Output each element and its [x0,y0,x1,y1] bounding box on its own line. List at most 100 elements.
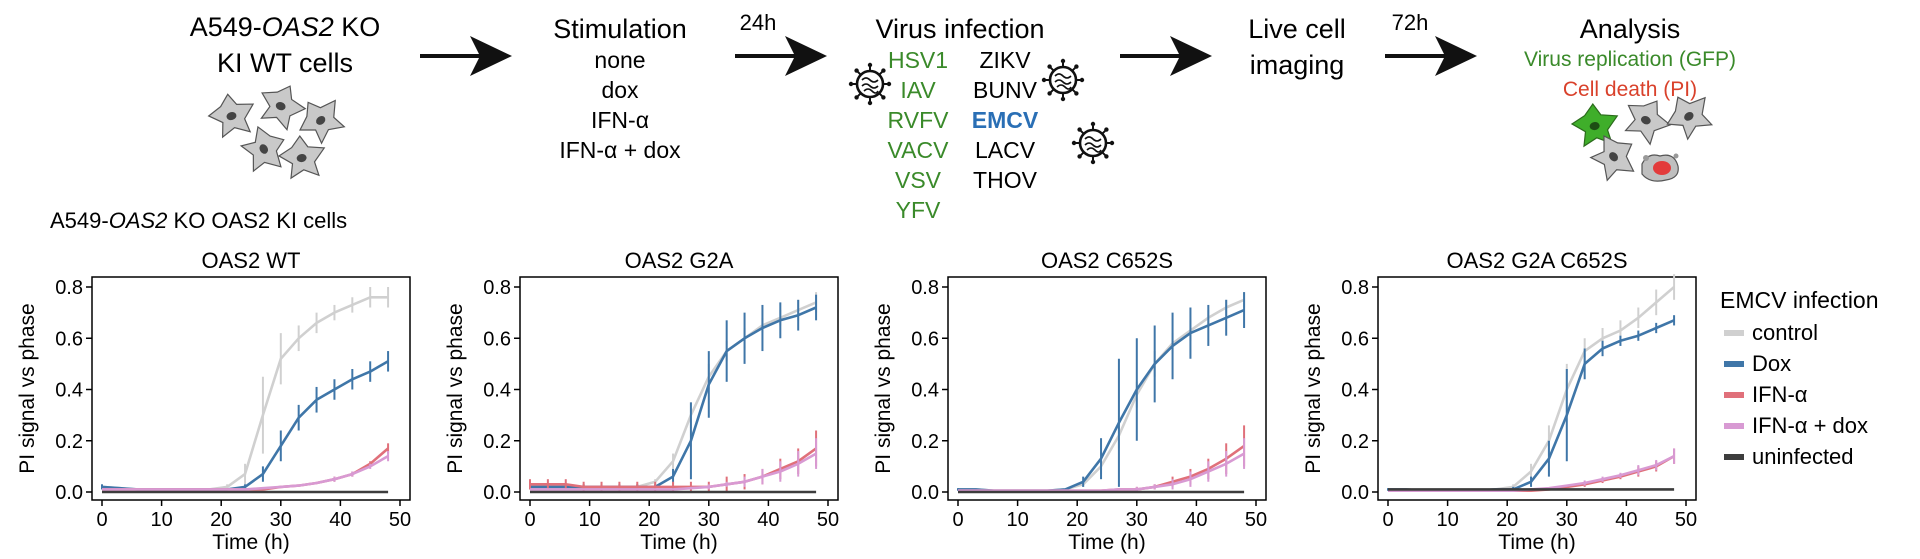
legend-label: IFN-α + dox [1752,413,1868,438]
legend-label: uninfected [1752,444,1854,469]
x-tick-label: 30 [270,509,292,531]
live-imaging-line2: imaging [1250,50,1345,80]
chart-panel-4: OAS2 G2A C652S 0.0 0.2 0.4 0.6 0.8 0 10 20 30 40 50… [1302,248,1697,554]
legend-swatch [1724,392,1744,398]
x-tick-label: 20 [1066,509,1088,531]
x-tick-label: 10 [578,509,600,531]
virus-lacv: LACV [975,137,1036,163]
x-axis-label: Time (h) [640,531,717,554]
virus-list-right: ZIKV BUNV EMCV LACV THOV [972,47,1039,193]
y-tick-label: 0.0 [483,482,511,504]
x-tick-label: 30 [1556,509,1578,531]
y-tick-label: 0.2 [55,431,83,453]
x-tick-label: 10 [1436,509,1458,531]
x-tick-label: 0 [524,509,535,531]
x-tick-label: 40 [1615,509,1637,531]
x-tick-label: 10 [150,509,172,531]
virus-hsv1: HSV1 [888,47,948,73]
y-tick-label: 0.4 [483,380,511,402]
series-line [101,295,389,491]
plot-frame [1377,276,1697,501]
virus-icon-left [847,61,893,107]
x-tick-label: 10 [1006,509,1028,531]
series-line [530,452,817,491]
virus-yfv: YFV [896,197,941,223]
legend-swatch [1724,423,1744,429]
legend-swatch [1724,454,1744,460]
workflow-cells-line1: A549-OAS2 KO [190,12,381,42]
analysis-gfp: Virus replication (GFP) [1524,48,1736,71]
x-tick-label: 40 [757,509,779,531]
virus-iav: IAV [900,77,936,103]
y-tick-label: 0.8 [55,277,83,299]
stimulation-item-ifn-dox: IFN-α + dox [559,137,681,163]
y-tick-label: 0.8 [911,277,939,299]
y-axis-label: PI signal vs phase [1302,303,1325,473]
y-tick-label: 0.4 [1341,380,1369,402]
y-tick-label: 0.0 [911,482,939,504]
series-ifn-dox [530,438,818,491]
x-tick-label: 20 [638,509,660,531]
x-tick-label: 40 [1185,509,1207,531]
cell-cluster-icon [203,77,353,183]
x-tick-label: 20 [1496,509,1518,531]
arrow-1 [420,36,512,76]
series-control [1387,274,1676,493]
y-tick-label: 0.2 [483,431,511,453]
x-tick-label: 50 [1245,509,1267,531]
analysis-cell-cluster-icon [1570,83,1721,189]
y-axis-label: PI signal vs phase [16,303,39,473]
workflow-cells-line2: KI WT cells [217,48,353,78]
x-tick-label: 20 [210,509,232,531]
series-line [1388,286,1675,493]
legend-label: control [1752,320,1818,345]
x-axis-label: Time (h) [1068,531,1145,554]
x-tick-label: 0 [1382,509,1393,531]
arrow-4 [1385,36,1477,76]
legend-title: EMCV infection [1720,287,1879,313]
analysis-pi: Cell death (PI) [1563,78,1697,101]
virus-list-left: HSV1 IAV RVFV VACV VSV YFV [888,47,950,223]
y-tick-label: 0.4 [911,380,939,402]
x-tick-label: 50 [1675,509,1697,531]
legend-swatch [1724,330,1744,336]
analysis-title: Analysis [1580,14,1681,44]
virus-zikv: ZIKV [979,47,1031,73]
legend-swatch [1724,361,1744,367]
cells-section-label: A549-OAS2 KO OAS2 KI cells [50,208,347,233]
arrow-2 [735,36,827,76]
plot-frame [91,276,411,501]
x-tick-label: 30 [1126,509,1148,531]
arrow-label-72h: 72h [1392,10,1429,35]
series-ifn-dox [102,451,390,491]
x-tick-label: 30 [698,509,720,531]
y-axis-label: PI signal vs phase [444,303,467,473]
x-axis-label: Time (h) [212,531,289,554]
x-tick-label: 0 [96,509,107,531]
x-tick-label: 0 [952,509,963,531]
series-dox [1387,315,1676,493]
y-tick-label: 0.0 [55,482,83,504]
y-tick-label: 0.6 [483,328,511,350]
virus-icon-top-right [1040,57,1086,103]
virus-vsv: VSV [895,167,942,193]
virus-thov: THOV [973,167,1038,193]
series-line [102,454,389,491]
virus-emcv: EMCV [972,107,1039,133]
y-tick-label: 0.2 [911,431,939,453]
legend-label: Dox [1752,351,1791,376]
virus-infection-title: Virus infection [875,14,1044,44]
stimulation-title: Stimulation [553,14,687,44]
y-tick-label: 0.4 [55,380,83,402]
y-axis-label: PI signal vs phase [872,303,895,473]
chart-panel-3: OAS2 C652S 0.0 0.2 0.4 0.6 0.8 0 10 20 30 40 50 Time… [872,248,1267,554]
arrow-label-24h: 24h [740,10,777,35]
stimulation-item-dox: dox [601,77,639,103]
x-axis-label: Time (h) [1498,531,1575,554]
y-tick-label: 0.6 [911,328,939,350]
series-line [530,301,817,489]
stimulation-item-none: none [594,47,645,73]
y-tick-label: 0.8 [483,277,511,299]
virus-rvfv: RVFV [888,107,950,133]
